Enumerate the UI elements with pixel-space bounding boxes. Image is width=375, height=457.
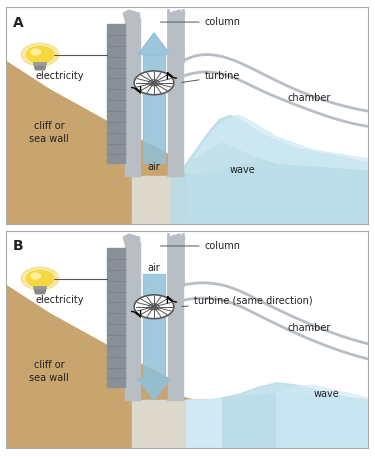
Text: cliff or
sea wall: cliff or sea wall	[29, 360, 69, 383]
Polygon shape	[123, 10, 140, 20]
Polygon shape	[194, 116, 368, 170]
Polygon shape	[132, 176, 368, 224]
Circle shape	[152, 81, 156, 84]
Text: column: column	[160, 17, 241, 27]
Text: turbine: turbine	[182, 71, 240, 82]
Text: electricity: electricity	[36, 71, 84, 81]
Circle shape	[21, 43, 59, 66]
Circle shape	[31, 273, 40, 279]
Polygon shape	[132, 400, 368, 448]
Polygon shape	[277, 385, 368, 448]
Polygon shape	[138, 378, 170, 400]
Text: electricity: electricity	[36, 295, 84, 305]
Text: column: column	[160, 241, 241, 251]
Polygon shape	[125, 242, 140, 400]
Polygon shape	[33, 63, 46, 67]
Text: air: air	[148, 163, 160, 172]
Polygon shape	[143, 54, 165, 163]
Text: turbine (same direction): turbine (same direction)	[182, 295, 312, 307]
Text: B: B	[13, 239, 24, 254]
Polygon shape	[6, 285, 368, 448]
Polygon shape	[6, 61, 368, 224]
Polygon shape	[107, 248, 125, 387]
Text: chamber: chamber	[288, 93, 331, 103]
Circle shape	[134, 295, 174, 319]
Polygon shape	[187, 159, 368, 224]
Text: wave: wave	[313, 388, 339, 399]
Text: air: air	[148, 263, 160, 273]
Text: wave: wave	[230, 165, 256, 175]
Polygon shape	[107, 24, 125, 163]
Polygon shape	[187, 393, 368, 448]
Text: chamber: chamber	[288, 324, 331, 334]
Circle shape	[26, 46, 54, 63]
Circle shape	[31, 49, 40, 55]
Polygon shape	[143, 274, 165, 378]
Polygon shape	[168, 10, 185, 20]
Polygon shape	[123, 234, 140, 244]
Circle shape	[26, 270, 54, 287]
Polygon shape	[223, 383, 368, 448]
Circle shape	[21, 267, 59, 290]
Polygon shape	[138, 33, 170, 54]
Polygon shape	[34, 291, 45, 294]
Polygon shape	[125, 18, 140, 176]
Polygon shape	[168, 234, 185, 244]
Text: A: A	[13, 16, 24, 30]
Circle shape	[152, 305, 156, 308]
Text: cliff or
sea wall: cliff or sea wall	[29, 121, 69, 144]
Polygon shape	[168, 242, 183, 400]
Polygon shape	[168, 18, 183, 176]
Polygon shape	[34, 67, 45, 70]
Polygon shape	[172, 116, 368, 224]
Circle shape	[134, 71, 174, 95]
Polygon shape	[33, 287, 46, 291]
